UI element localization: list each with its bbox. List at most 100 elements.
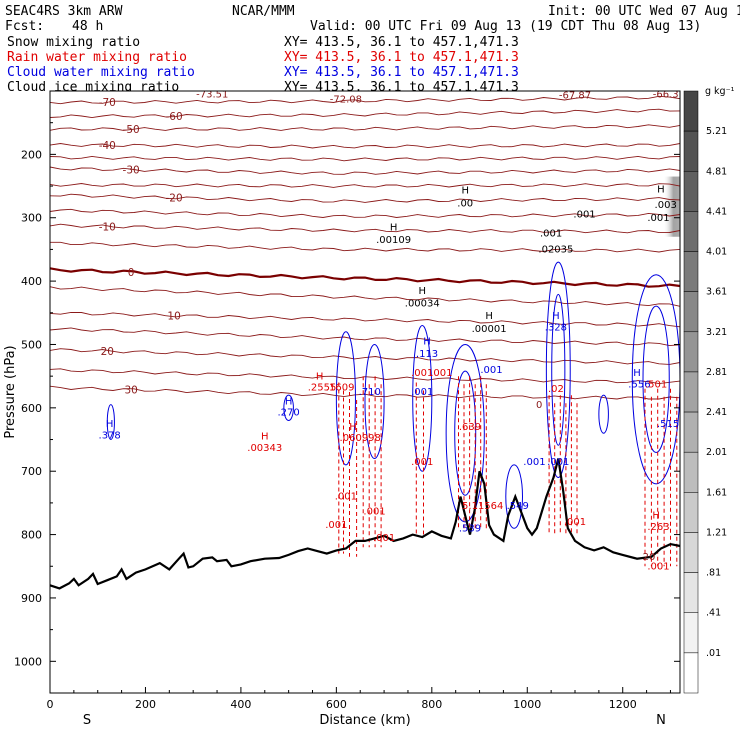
snow-shading xyxy=(663,176,680,237)
isotherm-label: -20 xyxy=(166,193,183,205)
isotherm-line xyxy=(49,183,681,188)
contour-annotation: H xyxy=(390,222,398,233)
contour-annotation: .001 xyxy=(547,457,569,468)
colorbar-swatch xyxy=(683,171,699,212)
colorbar-swatch xyxy=(683,251,699,292)
contour-annotation: .001 xyxy=(411,457,433,468)
field-label: Cloud water mixing ratio xyxy=(7,65,195,80)
colorbar-swatch xyxy=(683,291,699,333)
colorbar-label: 1.61 xyxy=(706,487,727,498)
contour-annotation: .02035 xyxy=(538,245,573,256)
contour-annotation: H xyxy=(423,336,431,347)
contour-annotation: .501 xyxy=(645,380,667,391)
contour-annotation: .378 xyxy=(99,430,121,441)
forecast-hour: 48 h xyxy=(72,19,103,34)
colorbar-label: 1.21 xyxy=(706,527,727,538)
x-tick-label: 400 xyxy=(230,698,251,711)
isotherm-line xyxy=(49,155,681,162)
colorbar-swatch xyxy=(683,572,699,613)
snow-shading-band xyxy=(663,176,680,237)
isotherm-line xyxy=(49,286,681,307)
x-tick-label: 800 xyxy=(421,698,442,711)
contour-annotation: -66.3 xyxy=(653,89,679,100)
contour-annotation: H xyxy=(349,422,357,433)
colorbar-label: 2.01 xyxy=(706,447,727,458)
forecast-label: Fcst: xyxy=(5,19,44,34)
cloud-water-contour xyxy=(445,343,485,523)
contour-annotation: .02 xyxy=(548,384,564,395)
contour-annotation: .001 xyxy=(411,368,433,379)
isotherm-label: 0 xyxy=(128,267,135,279)
colorbar-swatch xyxy=(683,612,699,654)
isotherm-line xyxy=(49,223,681,234)
x-tick-label: 200 xyxy=(135,698,156,711)
cloud-water-contour xyxy=(335,331,356,466)
south-end-label: S xyxy=(83,713,91,728)
contour-annotation: H xyxy=(652,511,660,522)
contour-annotation: .001 xyxy=(564,517,586,528)
contour-annotation: .060998 xyxy=(340,433,381,444)
isotherm-line xyxy=(49,108,681,119)
isotherm-label: 10 xyxy=(167,311,180,323)
colorbar-label: .41 xyxy=(706,608,721,619)
colorbar-swatch xyxy=(683,331,699,373)
contour-annotation: .515 xyxy=(657,419,679,430)
colorbar-swatch xyxy=(683,532,699,573)
contour-annotation: .639 xyxy=(459,422,481,433)
y-tick-label: 200 xyxy=(21,148,42,161)
colorbar-swatch xyxy=(683,492,699,533)
cloud-water-contour xyxy=(545,261,571,479)
contour-annotation: .00343 xyxy=(247,443,282,454)
contour-annotation: .539 xyxy=(459,523,481,534)
init-time: Init: 00 UTC Wed 07 Aug 13 xyxy=(548,4,740,19)
isotherm-line xyxy=(50,241,681,253)
cloud-water-contour-inner xyxy=(642,305,670,454)
isotherm-line xyxy=(49,166,681,175)
isotherm-line xyxy=(49,193,681,203)
contour-annotation: .001 xyxy=(647,213,669,224)
contour-annotation: H xyxy=(419,286,427,297)
model-title: SEAC4RS 3km ARW xyxy=(5,4,123,19)
y-tick-label: 600 xyxy=(21,402,42,415)
contour-annotation: .001 xyxy=(363,506,385,517)
isotherm-label: -60 xyxy=(166,111,183,123)
isotherm-line xyxy=(49,348,681,365)
contour-annotation: -67.87 xyxy=(559,91,591,102)
colorbar-label: 3.21 xyxy=(706,327,727,338)
contour-annotation: .549 xyxy=(507,501,529,512)
plot-frame xyxy=(49,90,681,694)
isotherm-label: 30 xyxy=(124,385,137,397)
contour-annotation: .00001 xyxy=(472,324,507,335)
contour-annotation: .270 xyxy=(278,407,300,418)
freezing-level-line xyxy=(49,267,681,288)
contour-annotation: .00034 xyxy=(405,298,440,309)
colorbar-swatch xyxy=(683,130,699,172)
plot-area: -70 -60 -50 -40 -30 -20 -10 0 10 20 30 -73.51 -72.0… xyxy=(49,89,681,590)
y-tick-label: 900 xyxy=(21,592,42,605)
cloud-water-contour xyxy=(364,343,385,460)
x-tick-label: 0 xyxy=(47,698,54,711)
isotherm-line xyxy=(49,311,681,328)
contour-annotation: H xyxy=(552,311,560,322)
x-axis: 0 200 400 600 800 1000 1200 xyxy=(47,687,671,711)
cloud-water-contour xyxy=(598,394,609,434)
contour-annotation: H xyxy=(285,397,293,408)
field-legend: Snow mixing ratio XY= 413.5, 36.1 to 457.… xyxy=(7,35,519,95)
y-tick-label: 800 xyxy=(21,529,42,542)
colorbar-swatch xyxy=(683,90,699,132)
y-axis-label: Pressure (hPa) xyxy=(3,345,18,438)
cloud-water-contour xyxy=(106,404,115,441)
contour-annotation: .2555 xyxy=(308,383,337,394)
y-tick-label: 700 xyxy=(21,465,42,478)
isotherm-line xyxy=(49,368,681,385)
contour-annotation: .001 xyxy=(540,229,562,240)
contour-annotation: .001 xyxy=(573,210,595,221)
contour-annotation: .710 xyxy=(359,387,381,398)
contour-annotation: .1564 xyxy=(475,501,504,512)
contour-annotation: .001 xyxy=(430,368,452,379)
org-label: NCAR/MMM xyxy=(232,4,295,19)
cloud-water-contour xyxy=(412,324,433,472)
contour-annotation: H xyxy=(106,419,114,430)
colorbar-label: 2.41 xyxy=(706,407,727,418)
contour-annotation: .263 xyxy=(647,522,669,533)
